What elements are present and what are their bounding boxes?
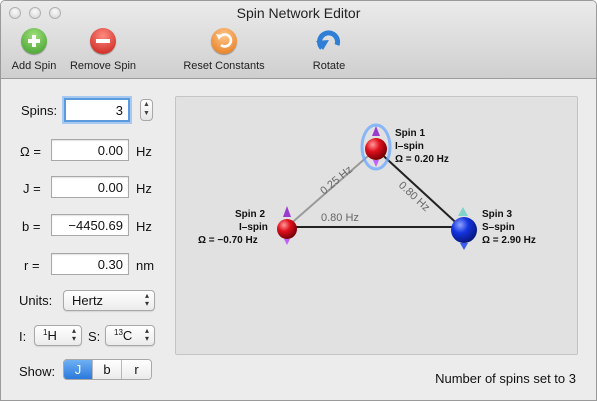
spin-network-diagram: 0.25 Hz 0.80 Hz 0.80 Hz Spin 1 I–spin Ω … <box>198 123 536 250</box>
spin-2-omega: Ω = −0.70 Hz <box>198 235 258 246</box>
add-spin-label: Add Spin <box>11 60 57 72</box>
b-field[interactable]: −4450.69 <box>51 214 129 236</box>
spin-1-sphere <box>365 138 387 160</box>
units-popup[interactable]: Hertz ▴ ▾ <box>63 290 155 311</box>
spin-3-omega: Ω = 2.90 Hz <box>482 235 536 246</box>
s-element: C <box>122 328 133 343</box>
spins-count-field[interactable]: 3 <box>64 98 130 122</box>
j-unit: Hz <box>136 181 152 196</box>
spin-tail-icon <box>373 160 379 167</box>
spins-label: Spins: <box>21 103 58 118</box>
close-window-button[interactable] <box>9 7 21 19</box>
r-label: r = <box>24 258 40 273</box>
spin-tail-icon <box>284 239 290 245</box>
spin-2-node[interactable] <box>277 206 297 245</box>
spin-arrow-icon <box>458 207 468 216</box>
i-nucleus-popup[interactable]: 1H ▴ ▾ <box>34 325 82 346</box>
i-nucleus-label: I: <box>19 329 27 344</box>
title-toolbar: Spin Network Editor Add Spin Remove Spin… <box>1 1 596 79</box>
spin-1-name: Spin 1 <box>395 128 425 139</box>
spin-3-sphere <box>451 217 477 243</box>
omega-label: Ω = <box>20 144 41 159</box>
spin-2-name: Spin 2 <box>235 209 265 220</box>
rotate-icon <box>314 28 344 54</box>
window-title: Spin Network Editor <box>236 5 361 21</box>
reset-arrow-icon <box>211 28 237 54</box>
remove-spin-button[interactable]: Remove Spin <box>67 28 139 72</box>
minimize-window-button[interactable] <box>29 7 41 19</box>
r-unit: nm <box>136 258 155 273</box>
rotate-button[interactable]: Rotate <box>307 28 351 72</box>
r-field[interactable]: 0.30 <box>51 253 129 275</box>
spin-1-omega: Ω = 0.20 Hz <box>395 154 449 165</box>
s-nucleus-label: S: <box>88 329 101 344</box>
popup-arrows-icon: ▴ ▾ <box>71 326 76 343</box>
zoom-window-button[interactable] <box>49 7 61 19</box>
spin-1-node[interactable] <box>360 123 392 171</box>
spin-network-canvas[interactable]: 0.25 Hz 0.80 Hz 0.80 Hz Spin 1 I–spin Ω … <box>175 96 578 355</box>
selection-halo <box>360 123 392 171</box>
i-element: H <box>47 328 57 343</box>
j-field[interactable]: 0.00 <box>51 176 129 198</box>
spin-up-arrow-icon <box>283 206 291 217</box>
j-label: J = <box>23 181 41 196</box>
coupling-label-2-3: 0.80 Hz <box>321 212 359 224</box>
rotate-label: Rotate <box>312 60 346 72</box>
status-message: Number of spins set to 3 <box>435 371 576 386</box>
spin-2-sphere <box>277 219 297 239</box>
i-mass-number: 1 <box>43 328 48 337</box>
coupling-label-1-2: 0.25 Hz <box>318 164 355 198</box>
spin-3-type: S–spin <box>482 222 515 233</box>
spin-tail-icon <box>460 243 468 250</box>
spin-up-arrow-icon <box>372 126 380 136</box>
spin-3-node[interactable] <box>451 207 477 250</box>
add-spin-button[interactable]: Add Spin <box>9 28 59 72</box>
s-mass-number: 13 <box>114 328 123 337</box>
add-icon <box>21 28 47 54</box>
coupling-line-1-3[interactable] <box>375 148 465 231</box>
spin-2-type: I–spin <box>239 222 268 233</box>
units-label: Units: <box>19 293 53 308</box>
omega-field[interactable]: 0.00 <box>51 139 129 161</box>
show-b-segment[interactable]: b <box>93 360 122 379</box>
reset-constants-label: Reset Constants <box>183 60 265 72</box>
b-unit: Hz <box>136 219 152 234</box>
show-r-segment[interactable]: r <box>122 360 151 379</box>
show-j-segment[interactable]: J <box>64 360 93 379</box>
spins-stepper[interactable]: ▲ ▼ <box>140 99 153 121</box>
popup-arrows-icon: ▴ ▾ <box>144 326 149 343</box>
remove-spin-label: Remove Spin <box>69 60 137 72</box>
remove-icon <box>90 28 116 54</box>
omega-unit: Hz <box>136 144 152 159</box>
show-label: Show: <box>19 364 56 379</box>
spin-1-type: I–spin <box>395 141 424 152</box>
spin-3-name: Spin 3 <box>482 209 512 220</box>
s-nucleus-popup[interactable]: 13C ▴ ▾ <box>105 325 155 346</box>
b-label: b = <box>22 219 41 234</box>
coupling-line-1-2[interactable] <box>286 148 377 228</box>
show-segmented-control: J b r <box>63 359 152 380</box>
popup-arrows-icon: ▴ ▾ <box>144 291 149 308</box>
reset-constants-button[interactable]: Reset Constants <box>179 28 269 72</box>
units-value: Hertz <box>72 293 104 308</box>
